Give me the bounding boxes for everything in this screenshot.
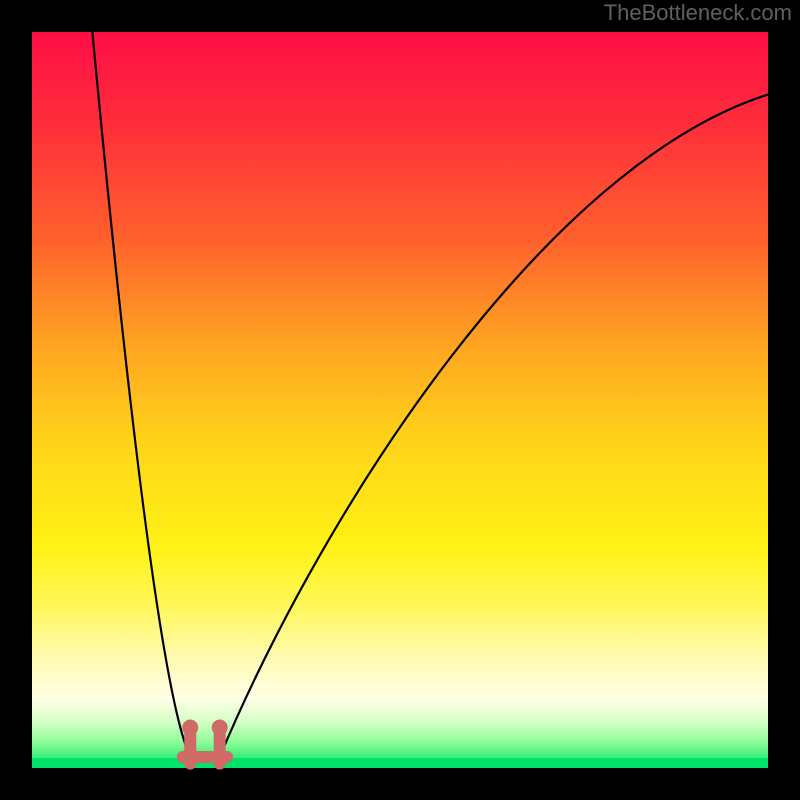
chart-svg: [0, 0, 800, 800]
dip-dot-1: [212, 720, 228, 736]
plot-background: [32, 32, 768, 768]
dip-dot-0: [182, 720, 198, 736]
bottom-green-band: [32, 758, 768, 768]
watermark-text: TheBottleneck.com: [604, 0, 792, 26]
chart-stage: TheBottleneck.com: [0, 0, 800, 800]
